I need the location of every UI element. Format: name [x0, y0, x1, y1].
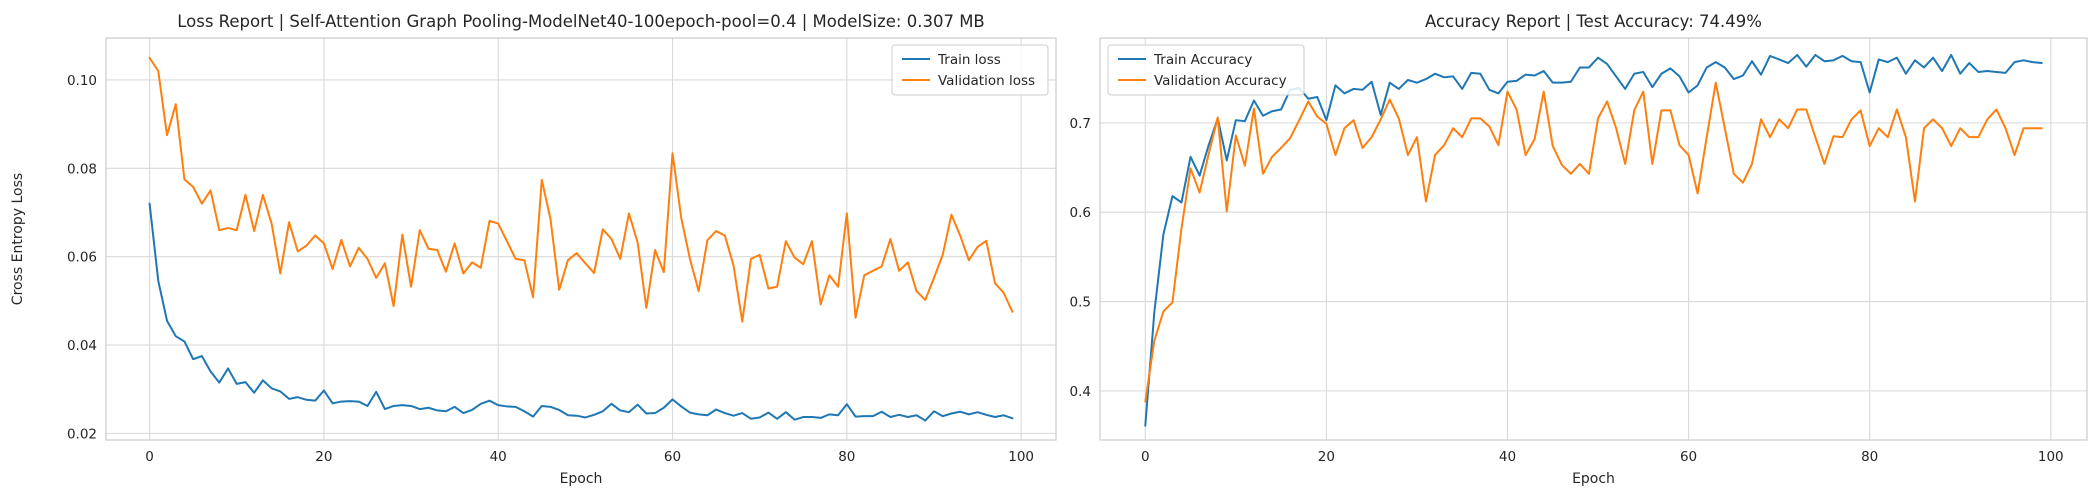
loss-chart: Loss Report | Self-Attention Graph Pooli…	[10, 12, 1057, 487]
y-tick-label: 0.6	[1070, 205, 1091, 221]
x-tick-label: 40	[1499, 449, 1516, 465]
x-tick-label: 20	[1318, 449, 1335, 465]
series-line-validation-loss	[148, 56, 1014, 323]
y-tick-label: 0.08	[67, 161, 97, 177]
x-tick-label: 80	[1861, 449, 1878, 465]
accuracy-chart-legend: Train Accuracy Validation Accuracy	[1107, 44, 1305, 96]
accuracy-chart-frame	[1099, 37, 2088, 441]
y-tick-label: 0.06	[67, 250, 97, 266]
accuracy-chart-legend-box	[1107, 44, 1305, 96]
y-tick-label: 0.02	[67, 426, 97, 442]
series-line-train-loss	[148, 202, 1014, 422]
x-tick-label: 0	[1141, 449, 1150, 465]
accuracy-chart-y-ticks: 0.4 0.5 0.6 0.7	[1070, 116, 1091, 400]
x-tick-label: 20	[315, 449, 332, 465]
y-tick-label: 0.5	[1070, 295, 1091, 311]
loss-chart-frame	[105, 37, 1057, 441]
loss-chart-x-ticks: 0 20 40 60 80 100	[145, 449, 1034, 465]
x-tick-label: 0	[145, 449, 154, 465]
legend-validation-accuracy-label: Validation Accuracy	[1154, 73, 1287, 89]
loss-chart-series	[148, 56, 1014, 422]
series-line-validation-accuracy	[1144, 81, 2043, 403]
legend-train-loss-label: Train loss	[937, 52, 1001, 68]
x-tick-label: 100	[2038, 449, 2064, 465]
loss-chart-y-ticks: 0.02 0.04 0.06 0.08 0.10	[67, 73, 97, 442]
loss-chart-xlabel: Epoch	[560, 471, 603, 487]
accuracy-chart-x-ticks: 0 20 40 60 80 100	[1141, 449, 2064, 465]
x-tick-label: 60	[1680, 449, 1697, 465]
accuracy-chart-grid	[1100, 38, 2087, 440]
legend-train-accuracy-label: Train Accuracy	[1153, 52, 1252, 68]
loss-chart-legend-box	[891, 44, 1049, 96]
y-tick-label: 0.04	[67, 338, 97, 354]
loss-chart-legend: Train loss Validation loss	[891, 44, 1049, 96]
legend-validation-loss-label: Validation loss	[938, 73, 1035, 89]
loss-chart-ylabel: Cross Entropy Loss	[10, 173, 26, 305]
accuracy-chart-xlabel: Epoch	[1572, 471, 1615, 487]
x-tick-label: 80	[838, 449, 855, 465]
loss-chart-title: Loss Report | Self-Attention Graph Pooli…	[177, 12, 985, 31]
x-tick-label: 100	[1008, 449, 1034, 465]
y-tick-label: 0.7	[1070, 116, 1091, 132]
y-tick-label: 0.10	[67, 73, 97, 89]
accuracy-chart-title: Accuracy Report | Test Accuracy: 74.49%	[1425, 12, 1762, 31]
y-tick-label: 0.4	[1070, 384, 1091, 400]
x-tick-label: 60	[664, 449, 681, 465]
accuracy-chart: Accuracy Report | Test Accuracy: 74.49% …	[1070, 12, 2088, 487]
x-tick-label: 40	[490, 449, 507, 465]
loss-chart-grid	[106, 38, 1056, 440]
